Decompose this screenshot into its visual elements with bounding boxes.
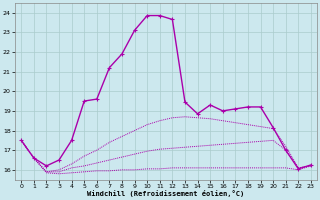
X-axis label: Windchill (Refroidissement éolien,°C): Windchill (Refroidissement éolien,°C): [87, 190, 245, 197]
